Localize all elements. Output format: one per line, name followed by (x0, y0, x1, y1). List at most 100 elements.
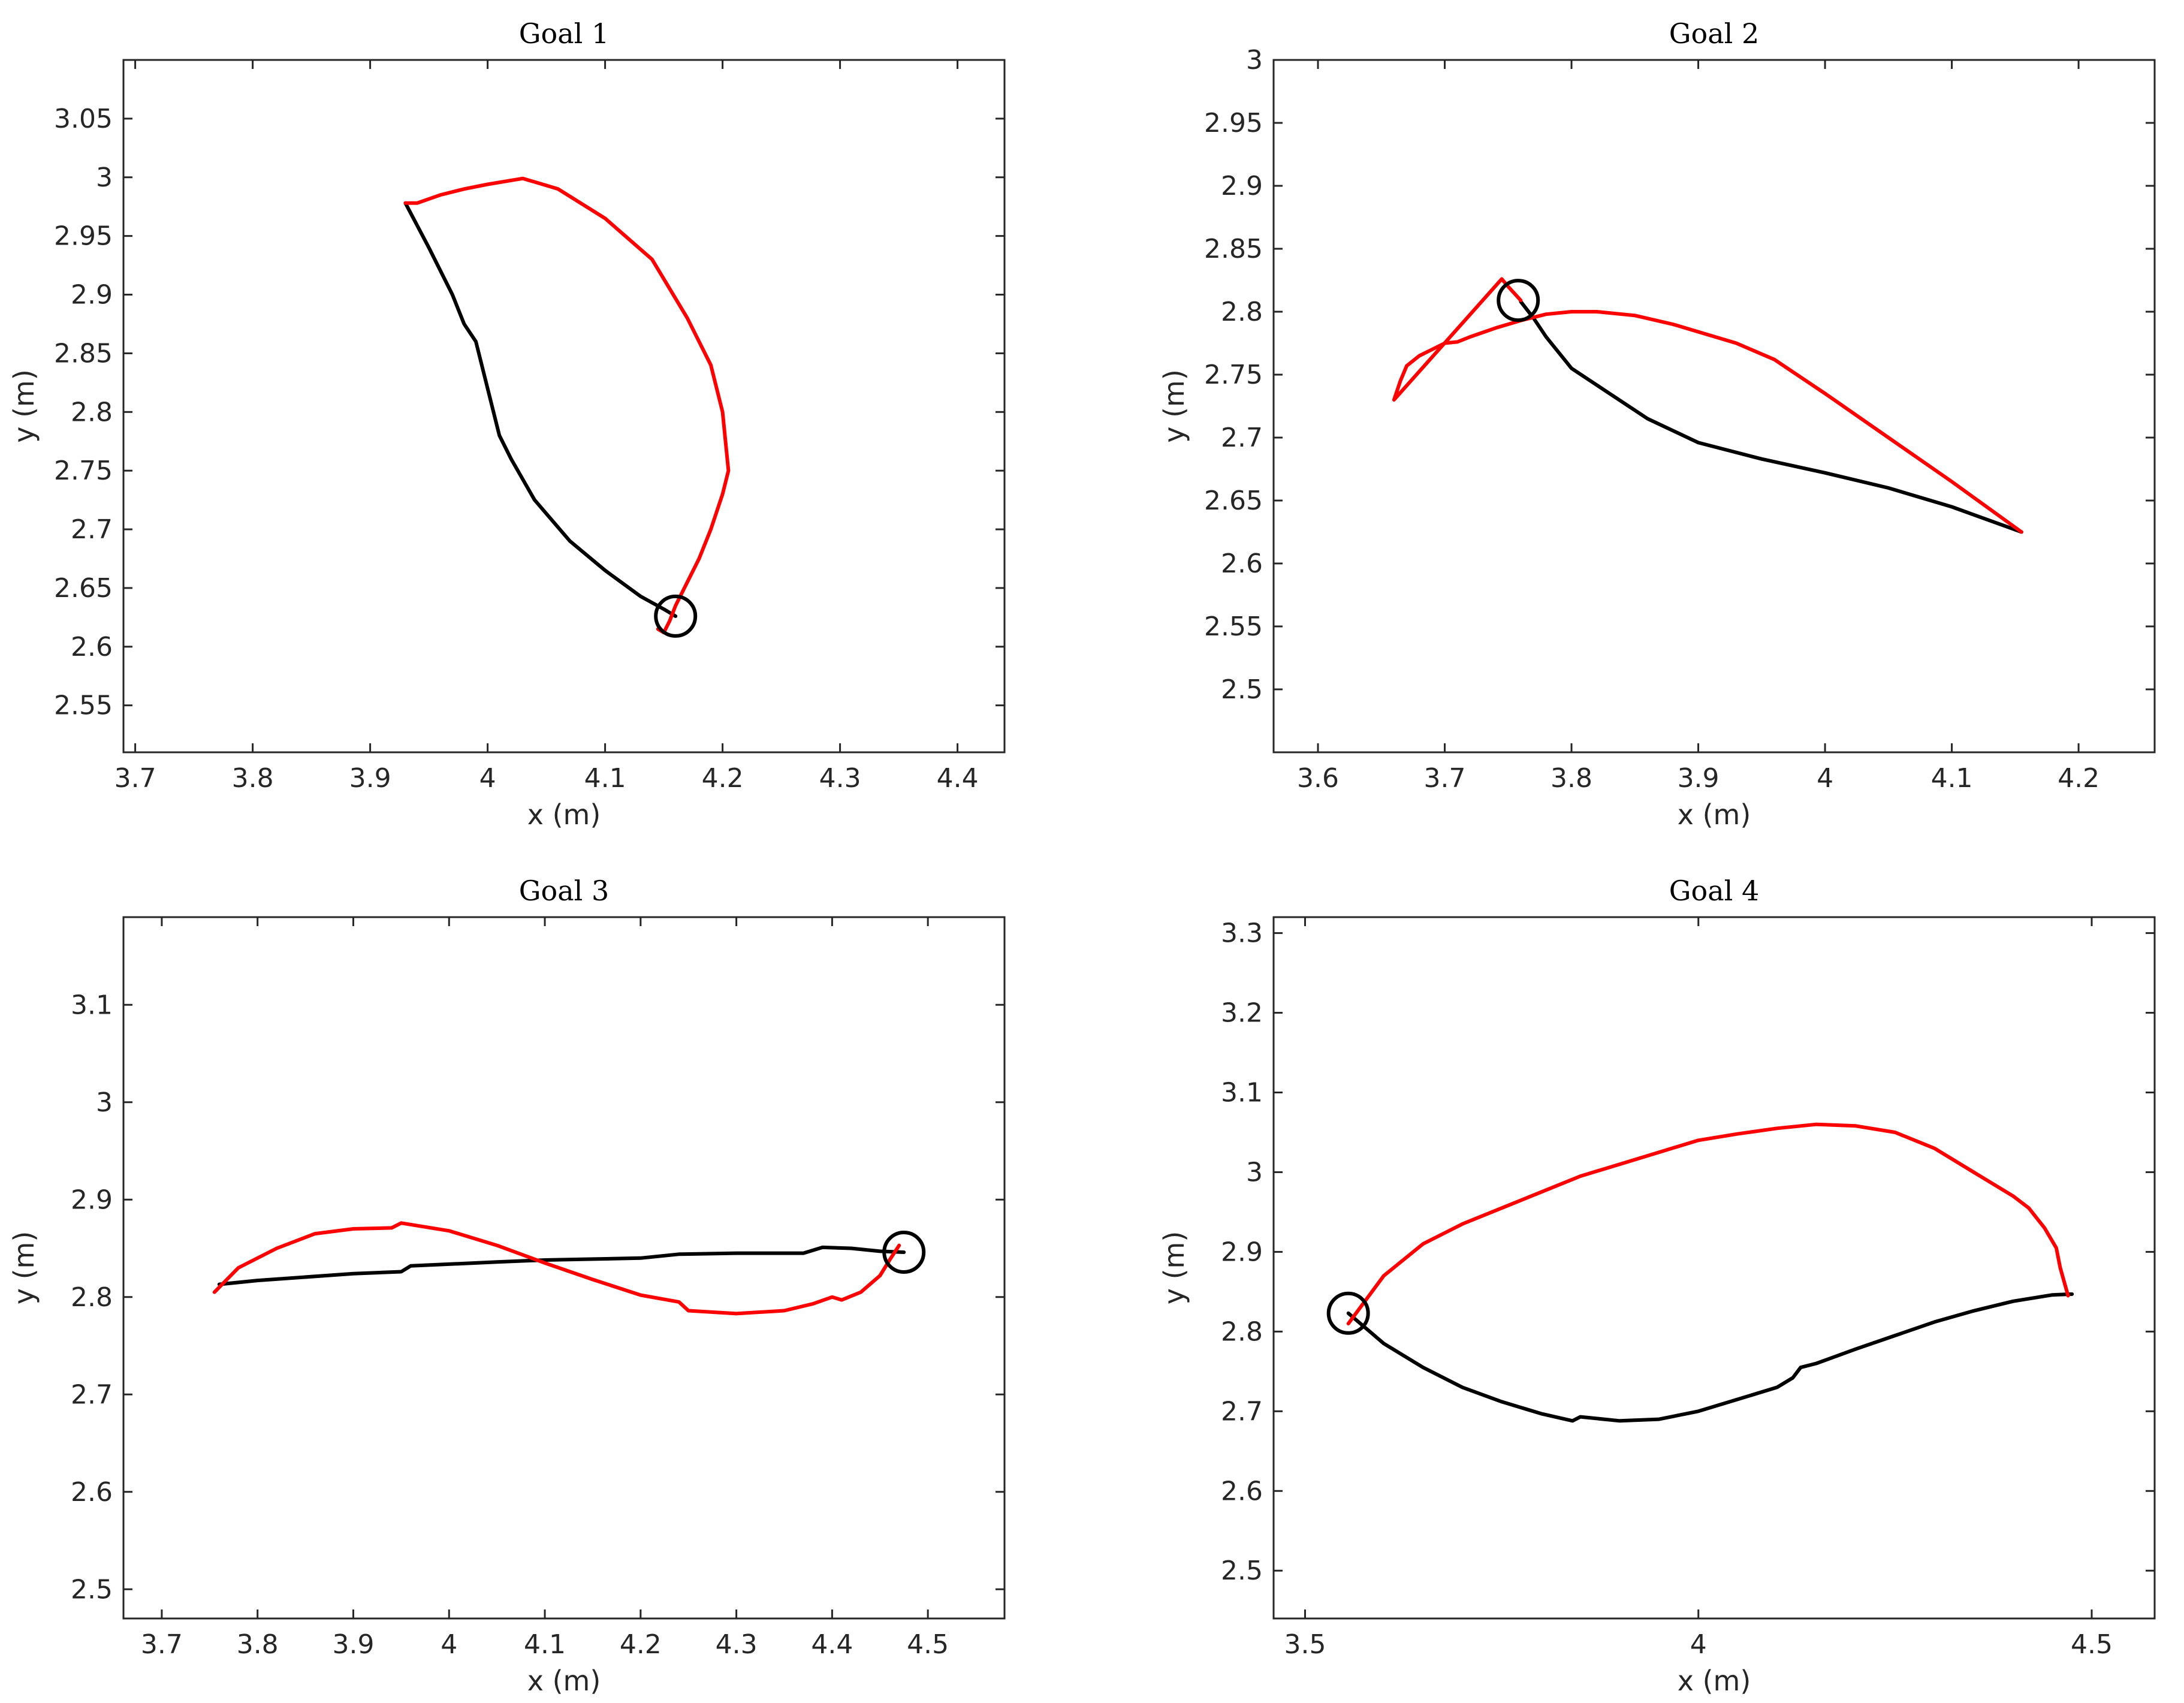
x-tick-label: 3.9 (1678, 763, 1720, 794)
y-tick-label: 2.85 (1204, 234, 1263, 264)
y-axis-label: y (m) (8, 369, 40, 443)
x-tick-label: 3.7 (1424, 763, 1466, 794)
x-tick-label: 3.5 (1284, 1629, 1326, 1660)
y-tick-label: 2.6 (71, 1477, 113, 1508)
y-tick-label: 2.6 (1221, 548, 1263, 579)
y-tick-label: 2.75 (54, 456, 113, 486)
axes-frame (1272, 59, 2156, 753)
x-tick-label: 3.7 (114, 763, 156, 794)
y-tick-label: 2.95 (1204, 108, 1263, 138)
x-tick-label: 4.5 (907, 1629, 949, 1660)
y-tick-label: 2.55 (54, 691, 113, 721)
y-tick-label: 2.95 (54, 221, 113, 252)
y-tick-label: 3.1 (71, 990, 113, 1020)
y-tick-label: 2.9 (1221, 1237, 1263, 1267)
y-tick-label: 2.5 (1221, 1556, 1263, 1586)
x-tick-label: 4.1 (584, 763, 626, 794)
y-tick-label: 3.3 (1221, 918, 1263, 949)
black-path-line (217, 1245, 906, 1286)
x-tick-label: 4 (479, 763, 496, 794)
x-tick-label: 3.9 (332, 1629, 374, 1660)
x-axis-label: x (m) (527, 798, 601, 831)
x-tick-label: 4.2 (2058, 763, 2099, 794)
red-path-line (1346, 1122, 2070, 1326)
y-axis-label: y (m) (1158, 1231, 1190, 1305)
x-axis-label: x (m) (527, 1665, 601, 1697)
x-axis-label: x (m) (1678, 798, 1751, 831)
y-tick-label: 2.5 (71, 1574, 113, 1605)
subplot-goal-3: 3.7 3.8 3.9 4 4.1 4.2 4.3 4.4 4.5 2.5 2.6 2.7 2.8 2.9… (8, 875, 1006, 1697)
y-tick-label: 2.8 (1221, 1316, 1263, 1347)
y-tick-label: 2.75 (1204, 360, 1263, 390)
red-path-line (1392, 277, 2023, 534)
y-tick-label: 2.65 (1204, 486, 1263, 516)
chart-title: Goal 4 (1669, 875, 1759, 907)
x-tick-label: 4 (1690, 1629, 1707, 1660)
y-axis-label: y (m) (8, 1231, 40, 1305)
x-axis-label: x (m) (1678, 1665, 1751, 1697)
y-tick-label: 2.7 (1221, 423, 1263, 453)
subplot-goal-1: 3.7 3.8 3.9 4 4.1 4.2 4.3 4.4 2.55 2.6 2.65 2.7 2.75… (8, 17, 1006, 831)
plot-area (212, 1221, 926, 1316)
x-tick-label: 4.1 (1931, 763, 1973, 794)
chart-title: Goal 1 (519, 17, 609, 50)
black-path-line (1519, 300, 2023, 534)
plot-area (1326, 1122, 2074, 1423)
y-tick-label: 2.9 (71, 280, 113, 311)
y-tick-label: 2.9 (71, 1184, 113, 1215)
goal-marker (654, 594, 698, 638)
goal-marker (882, 1231, 926, 1274)
x-tick-label: 4.2 (702, 763, 744, 794)
plot-area (1392, 277, 2023, 534)
black-path-line (403, 201, 678, 618)
x-tick-label: 3.7 (141, 1629, 183, 1660)
subplot-goal-4: 3.5 4 4.5 2.5 2.6 2.7 2.8 2.9 3 3.1 3.2 3.3 Goal 4 x … (1158, 875, 2156, 1697)
y-axis-label: y (m) (1158, 369, 1190, 443)
y-tick-label: 3.2 (1221, 998, 1263, 1029)
y-tick-label: 2.6 (1221, 1476, 1263, 1506)
y-tick-label: 3 (96, 1087, 113, 1118)
x-tick-label: 4.3 (819, 763, 861, 794)
y-tick-label: 3.05 (54, 104, 113, 134)
x-tick-label: 4 (1817, 763, 1833, 794)
x-tick-label: 3.8 (1550, 763, 1592, 794)
x-tick-label: 3.8 (237, 1629, 279, 1660)
axes-frame (1272, 916, 2156, 1620)
axes-frame (122, 59, 1006, 753)
chart-title: Goal 3 (519, 875, 609, 907)
goal-marker (1497, 279, 1540, 322)
y-tick-label: 2.55 (1204, 611, 1263, 642)
x-tick-label: 4 (441, 1629, 457, 1660)
x-tick-label: 4.5 (2071, 1629, 2113, 1660)
x-tick-label: 4.2 (620, 1629, 662, 1660)
x-tick-label: 3.8 (232, 763, 274, 794)
y-tick-label: 2.9 (1221, 171, 1263, 201)
y-tick-label: 2.65 (54, 573, 113, 604)
y-tick-label: 2.85 (54, 338, 113, 369)
y-tick-label: 2.8 (71, 397, 113, 427)
x-tick-label: 4.3 (716, 1629, 758, 1660)
x-tick-label: 3.6 (1297, 763, 1339, 794)
y-tick-label: 2.8 (71, 1282, 113, 1313)
y-tick-label: 2.7 (1221, 1396, 1263, 1427)
y-tick-label: 3 (1246, 1157, 1263, 1187)
black-path-line (1346, 1292, 2074, 1423)
y-tick-label: 3 (1246, 45, 1263, 76)
y-tick-label: 2.8 (1221, 297, 1263, 327)
y-tick-label: 2.5 (1221, 674, 1263, 705)
plot-area (403, 176, 731, 638)
x-tick-label: 4.1 (524, 1629, 566, 1660)
x-tick-label: 4.4 (937, 763, 979, 794)
y-tick-label: 2.6 (71, 632, 113, 662)
y-tick-label: 2.7 (71, 514, 113, 545)
red-path-line (212, 1221, 901, 1316)
subplot-goal-2: 3.6 3.7 3.8 3.9 4 4.1 4.2 2.5 2.55 2.6 2.65 2.7 2.75… (1158, 17, 2156, 831)
x-tick-label: 4.4 (811, 1629, 853, 1660)
goal-marker (1326, 1291, 1370, 1335)
chart-title: Goal 2 (1669, 17, 1759, 50)
x-tick-label: 3.9 (349, 763, 391, 794)
y-tick-label: 3.1 (1221, 1078, 1263, 1108)
y-tick-label: 2.7 (71, 1379, 113, 1410)
y-tick-label: 3 (96, 162, 113, 193)
